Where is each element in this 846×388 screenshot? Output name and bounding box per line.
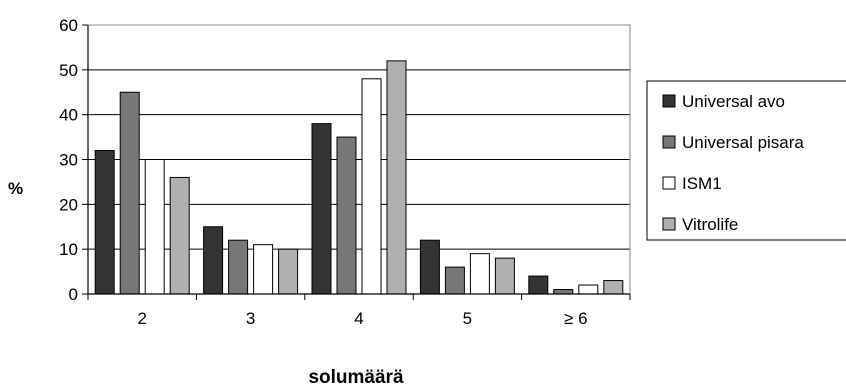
y-tick-label: 60: [59, 16, 78, 35]
x-tick-label: ≥ 6: [564, 309, 588, 328]
legend: Universal avo Universal pisara ISM1 Vitroli…: [646, 80, 846, 241]
legend-box: [646, 80, 846, 241]
bar: [528, 275, 549, 295]
y-ticks: 0 10 20 30 40 50 60: [59, 16, 78, 304]
bar: [144, 159, 165, 295]
legend-label: Universal pisara: [682, 133, 804, 152]
legend-label: ISM1: [682, 174, 722, 193]
bar: [169, 176, 190, 295]
bar: [419, 239, 440, 295]
x-tick-label: 2: [137, 309, 146, 328]
y-axis-label: %: [8, 179, 23, 198]
bars: [94, 60, 624, 295]
x-tick-label: 4: [354, 309, 363, 328]
y-tick-label: 30: [59, 151, 78, 170]
bar: [553, 289, 574, 295]
bar: [361, 78, 382, 295]
legend-swatch: [662, 176, 676, 190]
bar: [311, 123, 332, 295]
bar: [253, 244, 274, 295]
gridlines: [88, 24, 630, 250]
bar: [228, 239, 249, 295]
y-tick-label: 40: [59, 106, 78, 125]
legend-swatch: [662, 217, 676, 231]
legend-swatch: [662, 94, 676, 108]
bar: [603, 280, 624, 295]
x-ticks: 2 3 4 5 ≥ 6: [137, 309, 587, 328]
bar: [336, 136, 357, 295]
bar: [469, 253, 490, 295]
axes: [82, 24, 631, 300]
y-tick-label: 50: [59, 61, 78, 80]
legend-label: Universal avo: [682, 92, 785, 111]
legend-label: Vitrolife: [682, 215, 738, 234]
bar: [119, 91, 140, 295]
y-tick-label: 10: [59, 240, 78, 259]
y-tick-label: 0: [69, 285, 78, 304]
bar: [94, 150, 115, 295]
bar: [494, 257, 515, 295]
y-tick-label: 20: [59, 195, 78, 214]
bar: [203, 226, 224, 295]
x-tick-label: 5: [463, 309, 472, 328]
x-axis-label: solumäärä: [308, 367, 403, 388]
x-tick-label: 3: [246, 309, 255, 328]
bar: [278, 248, 299, 295]
bar: [578, 284, 599, 295]
bar: [444, 266, 465, 295]
bar: [386, 60, 407, 295]
legend-swatch: [662, 135, 676, 149]
